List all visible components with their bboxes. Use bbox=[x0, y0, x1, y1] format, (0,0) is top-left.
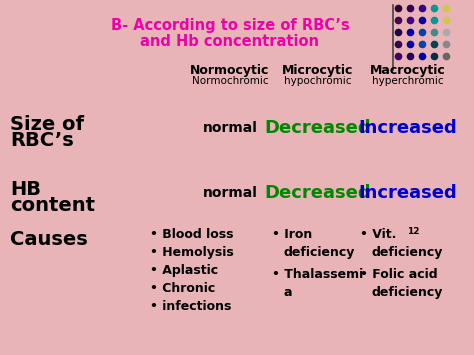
Text: • Vit.: • Vit. bbox=[360, 228, 396, 241]
Text: Increased: Increased bbox=[359, 119, 457, 137]
Text: deficiency: deficiency bbox=[372, 286, 443, 299]
Text: hyperchromic: hyperchromic bbox=[372, 76, 444, 86]
Text: • Blood loss: • Blood loss bbox=[150, 228, 234, 241]
Text: • Folic acid: • Folic acid bbox=[360, 268, 438, 281]
Text: Size of: Size of bbox=[10, 115, 84, 134]
Text: deficiency: deficiency bbox=[284, 246, 356, 259]
Text: hypochromic: hypochromic bbox=[284, 76, 352, 86]
Text: Increased: Increased bbox=[359, 184, 457, 202]
Text: • Aplastic: • Aplastic bbox=[150, 264, 218, 277]
Text: Microcytic: Microcytic bbox=[283, 64, 354, 77]
Text: normal: normal bbox=[202, 121, 257, 135]
Text: Normochromic: Normochromic bbox=[191, 76, 268, 86]
Text: RBC’s: RBC’s bbox=[10, 131, 74, 150]
Text: Causes: Causes bbox=[10, 230, 88, 249]
Text: • infections: • infections bbox=[150, 300, 231, 313]
Text: • Hemolysis: • Hemolysis bbox=[150, 246, 234, 259]
Text: Decreased: Decreased bbox=[264, 184, 371, 202]
Text: Macrocytic: Macrocytic bbox=[370, 64, 446, 77]
Text: normal: normal bbox=[202, 186, 257, 200]
Text: deficiency: deficiency bbox=[372, 246, 443, 259]
Text: HB: HB bbox=[10, 180, 41, 199]
Text: and Hb concentration: and Hb concentration bbox=[140, 34, 319, 49]
Text: • Iron: • Iron bbox=[272, 228, 312, 241]
Text: • Thalassemi: • Thalassemi bbox=[272, 268, 363, 281]
Text: 12: 12 bbox=[407, 227, 419, 236]
Text: Decreased: Decreased bbox=[264, 119, 371, 137]
Text: B- According to size of RBC’s: B- According to size of RBC’s bbox=[110, 18, 349, 33]
Text: • Chronic: • Chronic bbox=[150, 282, 215, 295]
Text: Normocytic: Normocytic bbox=[191, 64, 270, 77]
Text: a: a bbox=[284, 286, 292, 299]
Text: content: content bbox=[10, 196, 95, 215]
